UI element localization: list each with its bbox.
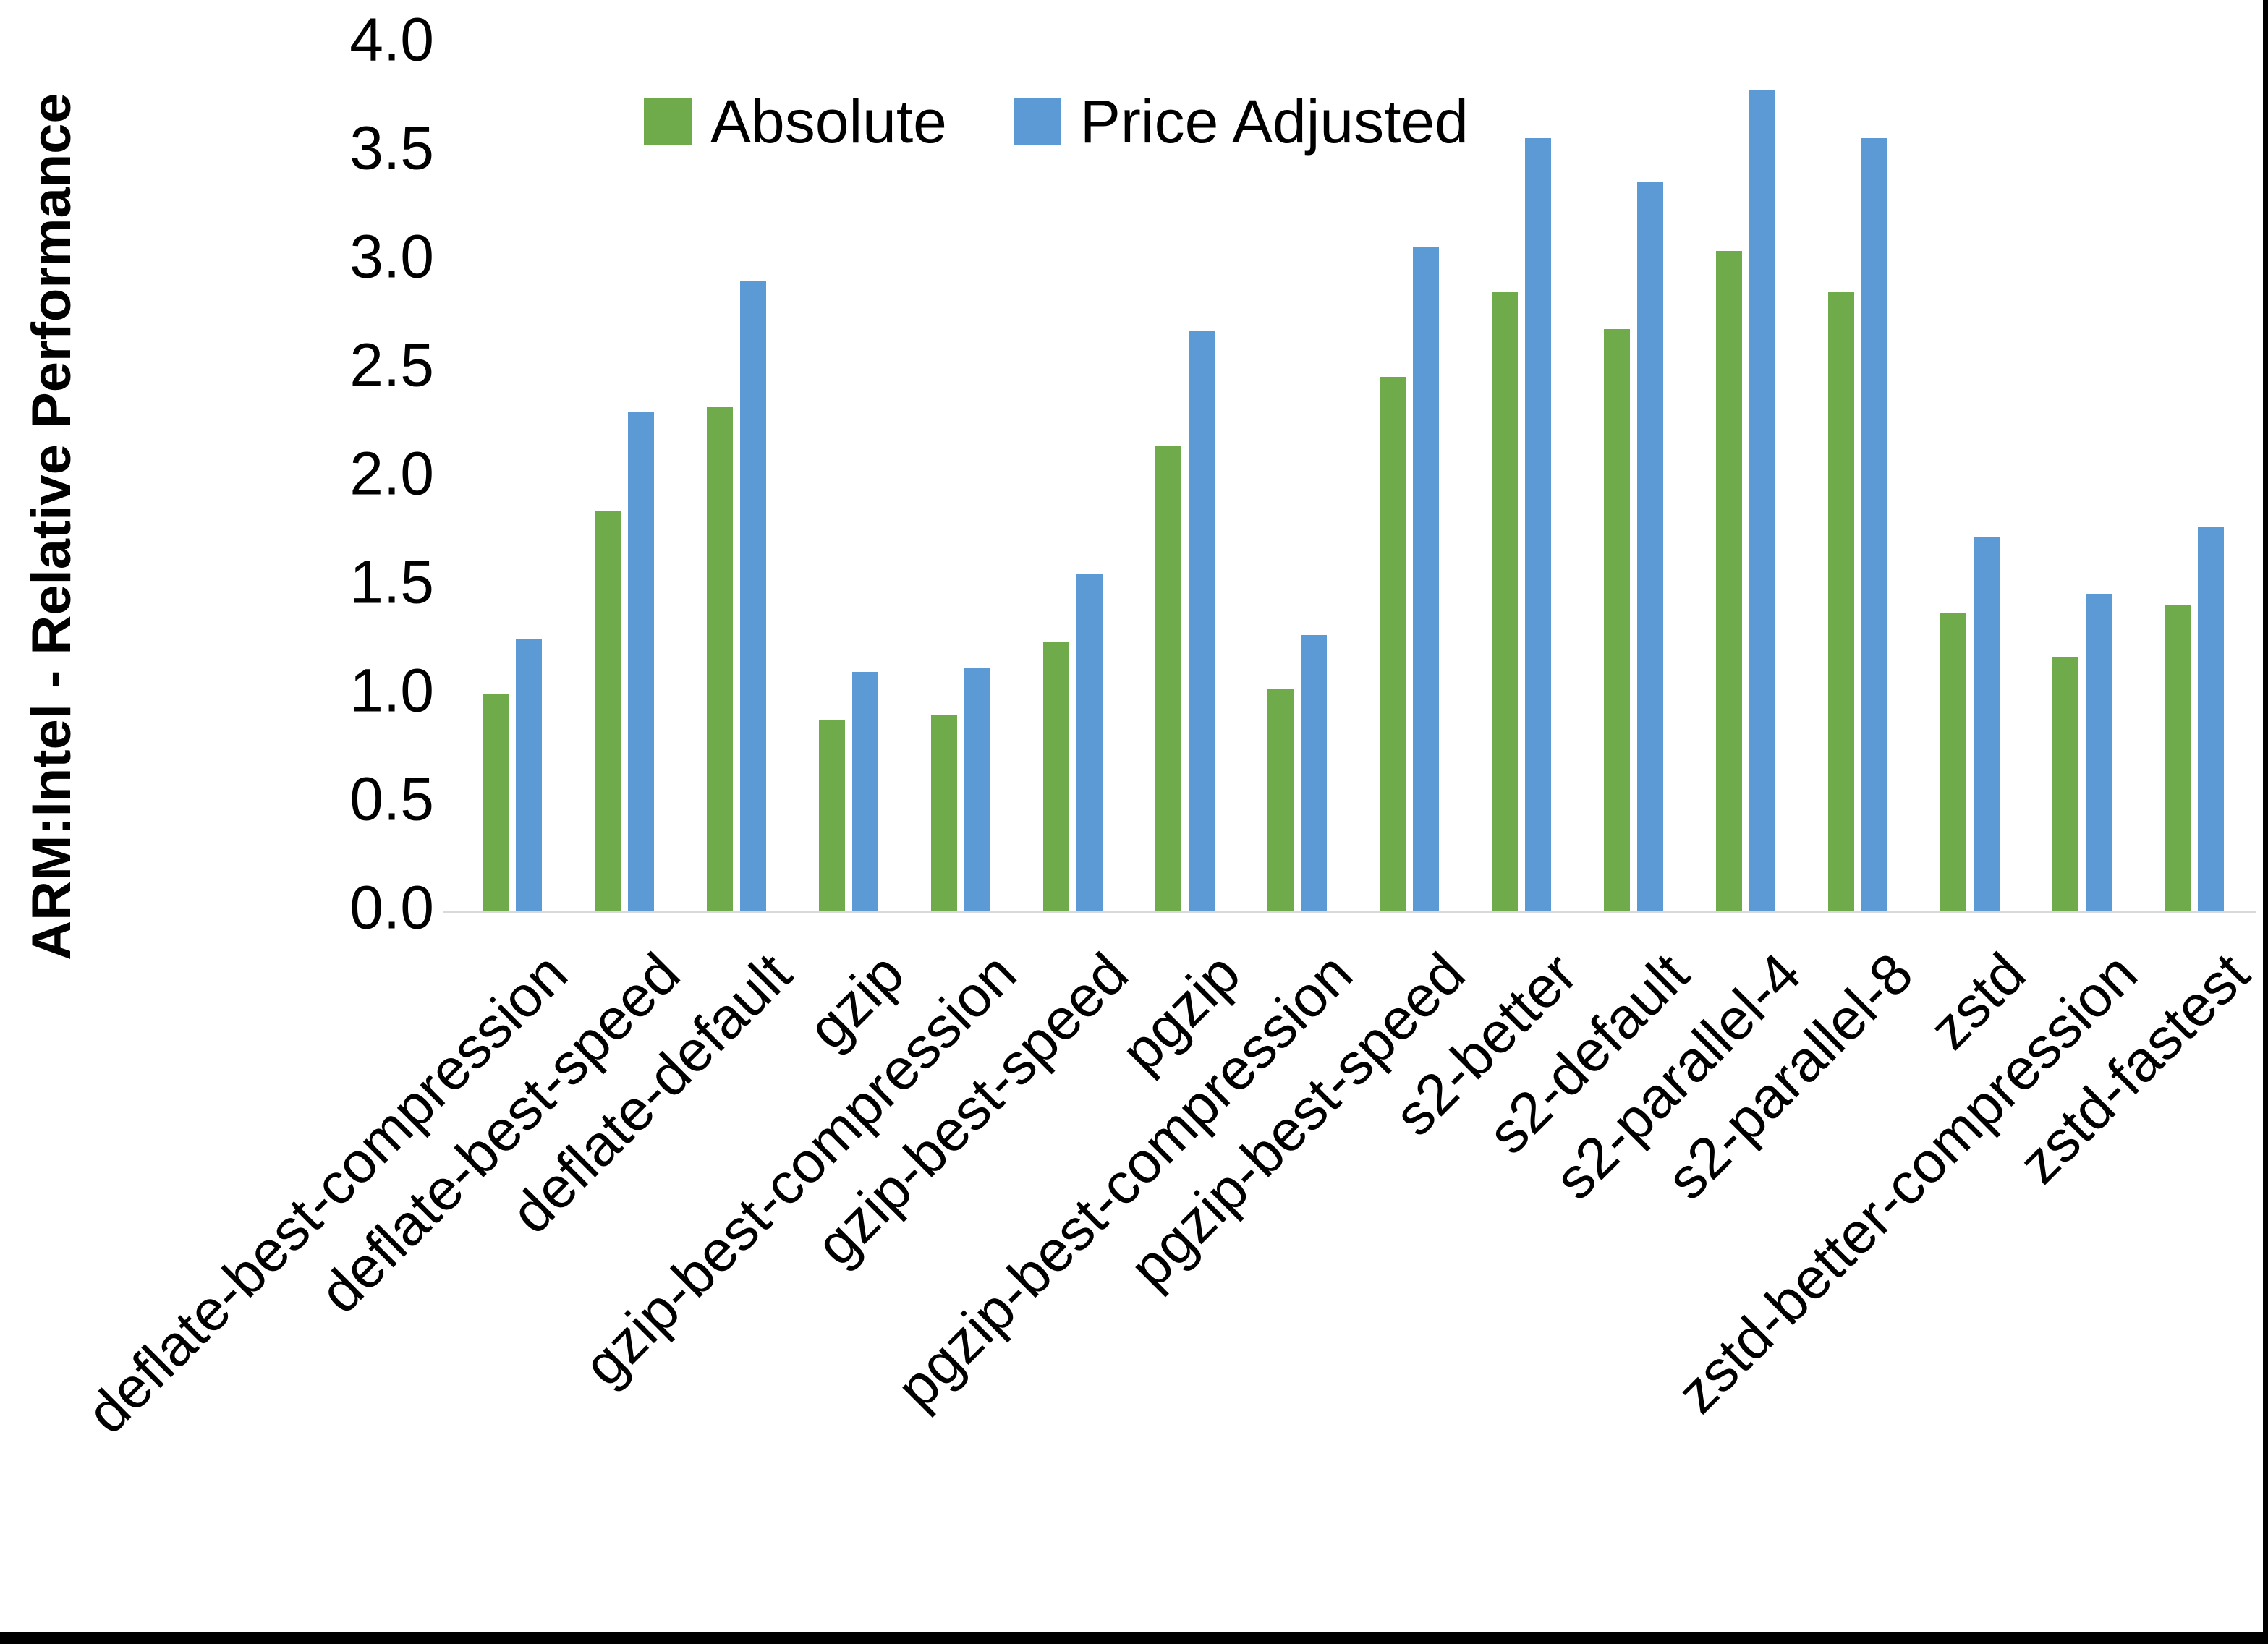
bar-absolute-pgzip	[1155, 446, 1181, 911]
bar-absolute-s2-parallel-4	[1715, 251, 1742, 911]
bar-price-adjusted-s2-better	[1524, 138, 1551, 911]
bar-absolute-gzip-best-compression	[930, 715, 957, 911]
y-tick-label-2.5: 2.5	[349, 331, 434, 399]
y-tick-label-2.0: 2.0	[349, 439, 434, 508]
legend-swatch-price-adjusted	[1013, 98, 1061, 145]
legend-item-absolute: Absolute	[644, 87, 947, 156]
x-axis-line	[443, 911, 2256, 913]
bar-price-adjusted-zstd-fastest	[2197, 527, 2224, 911]
legend-label-absolute: Absolute	[710, 87, 947, 156]
bar-absolute-gzip	[818, 720, 845, 911]
y-tick-label-4.0: 4.0	[349, 5, 434, 74]
bar-price-adjusted-deflate-best-speed	[627, 412, 654, 911]
y-axis-title: ARM:Intel - Relative Performance	[21, 93, 82, 961]
screenshot-bottom-border	[0, 1632, 2268, 1644]
y-tick-label-3.5: 3.5	[349, 114, 434, 182]
bar-price-adjusted-pgzip	[1188, 331, 1215, 911]
y-tick-label-3.0: 3.0	[349, 222, 434, 291]
bar-absolute-zstd-fastest	[2164, 605, 2191, 911]
bar-price-adjusted-deflate-best-compression	[515, 639, 542, 911]
y-tick-label-1.0: 1.0	[349, 656, 434, 725]
bar-absolute-zstd	[1940, 613, 1966, 911]
bar-absolute-gzip-best-speed	[1042, 642, 1069, 911]
screenshot-right-border	[2263, 0, 2268, 1644]
legend-swatch-absolute	[644, 98, 692, 145]
legend-label-price-adjusted: Price Adjusted	[1079, 87, 1469, 156]
bar-price-adjusted-pgzip-best-speed	[1412, 247, 1439, 911]
bar-price-adjusted-zstd-better-compression	[2085, 594, 2112, 911]
bar-absolute-pgzip-best-compression	[1267, 689, 1294, 911]
bar-price-adjusted-s2-default	[1636, 182, 1663, 911]
bar-price-adjusted-zstd	[1973, 537, 2000, 911]
y-tick-label-0.5: 0.5	[349, 764, 434, 833]
legend-item-price-adjusted: Price Adjusted	[1013, 87, 1469, 156]
bar-price-adjusted-s2-parallel-4	[1749, 90, 1775, 911]
bar-price-adjusted-gzip-best-compression	[964, 668, 990, 911]
bar-price-adjusted-gzip-best-speed	[1076, 574, 1103, 911]
legend: Absolute Price Adjusted	[644, 87, 1469, 156]
bar-absolute-deflate-best-speed	[594, 511, 621, 911]
y-tick-label-1.5: 1.5	[349, 548, 434, 616]
bar-absolute-deflate-default	[706, 407, 733, 911]
bar-absolute-pgzip-best-speed	[1379, 377, 1406, 911]
bar-absolute-s2-default	[1603, 329, 1630, 911]
bar-price-adjusted-pgzip-best-compression	[1300, 635, 1327, 911]
bar-price-adjusted-deflate-default	[739, 281, 766, 911]
bar-absolute-s2-better	[1491, 292, 1518, 911]
bar-price-adjusted-gzip	[851, 672, 878, 911]
bar-absolute-deflate-best-compression	[482, 694, 509, 911]
bar-price-adjusted-s2-parallel-8	[1861, 138, 1887, 911]
bar-absolute-zstd-better-compression	[2052, 657, 2078, 911]
y-tick-label-0.0: 0.0	[349, 873, 434, 942]
bar-absolute-s2-parallel-8	[1827, 292, 1854, 911]
